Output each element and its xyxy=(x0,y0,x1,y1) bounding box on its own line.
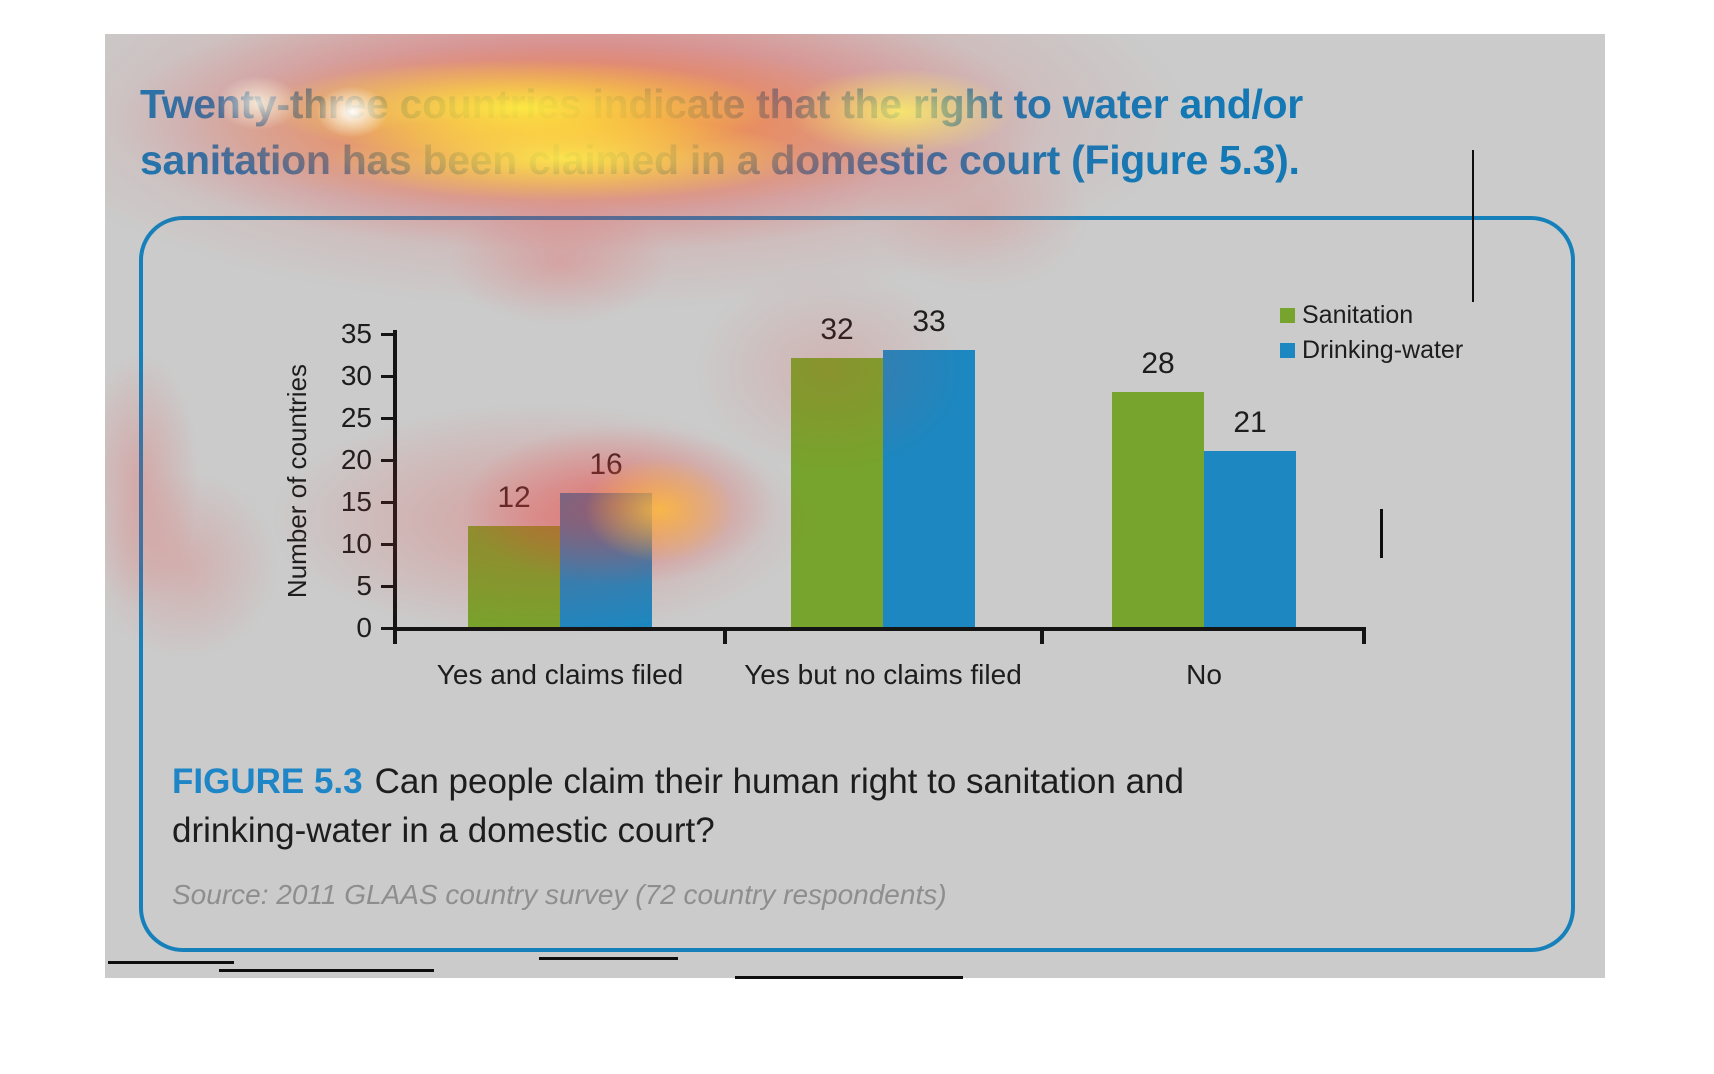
bar-sanitation-yes-and-claims-filed xyxy=(468,526,560,627)
value-label-drinking-water-yes-but-no-claims-filed: 33 xyxy=(912,304,946,338)
figure-caption-label: FIGURE 5.3 xyxy=(172,762,363,801)
legend-label-drinking-water: Drinking-water xyxy=(1302,336,1464,364)
page-title: Twenty-three countries indicate that the… xyxy=(140,76,1303,188)
value-label-sanitation-no: 28 xyxy=(1141,346,1175,380)
stray-vertical-line-top xyxy=(1472,150,1474,302)
figure-caption-text: Can people claim their human right to sa… xyxy=(374,762,1184,801)
y-tick xyxy=(381,501,393,504)
x-tick xyxy=(1362,627,1366,644)
page-title-line1: Twenty-three countries indicate that the… xyxy=(140,81,1303,127)
value-label-drinking-water-yes-and-claims-filed: 16 xyxy=(589,447,623,481)
source-note: Source: 2011 GLAAS country survey (72 co… xyxy=(172,879,947,910)
stray-vertical-line-right xyxy=(1380,509,1383,558)
y-axis xyxy=(393,330,397,631)
stray-underline-4 xyxy=(735,976,963,979)
legend-swatch-drinking-water xyxy=(1280,343,1295,358)
stray-underline-3 xyxy=(539,957,678,960)
stray-underline-1 xyxy=(108,961,234,964)
y-tick xyxy=(381,417,393,420)
legend-swatch-sanitation xyxy=(1280,308,1295,323)
bar-drinking-water-no xyxy=(1204,450,1296,627)
page-title-line2: sanitation has been claimed in a domesti… xyxy=(140,137,1300,183)
y-tick xyxy=(381,543,393,546)
figure-caption-line1: FIGURE 5.3 Can people claim their human r… xyxy=(172,757,1452,806)
x-axis xyxy=(393,627,1366,631)
y-tick xyxy=(381,375,393,378)
y-tick xyxy=(381,333,393,336)
figure-caption-line2: drinking-water in a domestic court? xyxy=(172,811,715,850)
legend-label-sanitation: Sanitation xyxy=(1302,301,1414,329)
x-category-label-no: No xyxy=(1186,659,1222,690)
bar-sanitation-yes-but-no-claims-filed xyxy=(791,358,883,627)
figure-caption: FIGURE 5.3 Can people claim their human r… xyxy=(172,757,1452,855)
stray-underline-2 xyxy=(219,969,434,972)
x-tick xyxy=(393,627,397,644)
y-tick xyxy=(381,585,393,588)
x-tick xyxy=(723,627,727,644)
x-tick xyxy=(1040,627,1044,644)
legend-item-sanitation: Sanitation xyxy=(1280,301,1413,330)
y-tick xyxy=(381,459,393,462)
y-tick xyxy=(381,627,393,630)
y-axis-title: Number of countries xyxy=(282,363,312,599)
bar-drinking-water-yes-but-no-claims-filed xyxy=(883,349,975,627)
bar-drinking-water-yes-and-claims-filed xyxy=(560,492,652,627)
legend-item-drinking-water: Drinking-water xyxy=(1280,336,1463,365)
value-label-drinking-water-no: 21 xyxy=(1233,405,1267,439)
